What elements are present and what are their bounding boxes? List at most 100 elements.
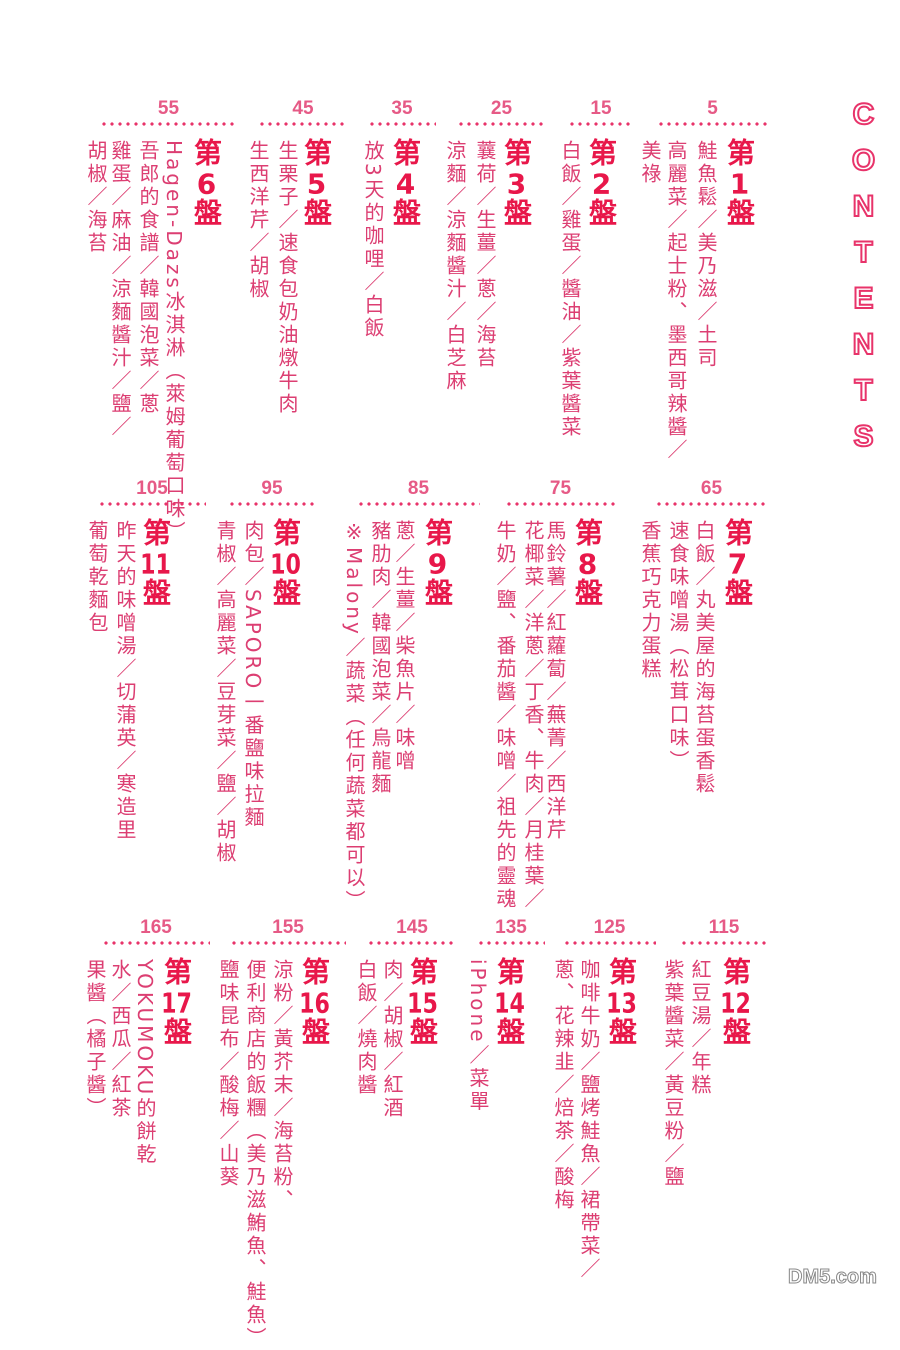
chapter-entry[interactable]: 125 第13盤 咖啡牛奶／鹽烤鮭魚／裙帶菜／ 蔥、花辣韭／焙茶／酸梅: [551, 917, 656, 1297]
ingredient-line: 紫葉醬菜／黃豆粉／鹽: [661, 959, 685, 1189]
chapter-entry[interactable]: 15 第2盤 白飯／雞蛋／醬油／紫葉醬菜: [558, 98, 634, 478]
dotted-divider: [563, 941, 656, 945]
chapter-entry[interactable]: 135 第14盤 iPhone／菜單: [466, 917, 545, 1297]
ingredient-line: iPhone／菜單: [466, 959, 490, 1114]
ingredient-line: 肉／胡椒／紅酒: [380, 959, 404, 1120]
ingredient-line: 馬鈴薯／紅蘿蔔／蕪菁／西洋芹: [543, 520, 567, 842]
ingredient-line: 咖啡牛奶／鹽烤鮭魚／裙帶菜／: [577, 959, 601, 1281]
page-number: 105: [136, 478, 168, 499]
chapter-entry[interactable]: 55 第6盤 Hagen-Dazs冰淇淋（萊姆葡萄口味） 吾郎的食譜／韓國泡菜／蔥 雞蛋…: [84, 98, 237, 544]
chapter-entry[interactable]: 115 第12盤 紅豆湯／年糕 紫葉醬菜／黃豆粉／鹽: [661, 917, 768, 1297]
ingredient-line: Hagen-Dazs冰淇淋（萊姆葡萄口味）: [162, 140, 186, 544]
chapter-title: 第2盤: [585, 138, 618, 230]
ingredient-line: 香蕉巧克力蛋糕: [638, 520, 662, 681]
chapter-title: 第11盤: [139, 518, 172, 610]
ingredient-line: 白飯／燒肉醬: [354, 959, 378, 1097]
ingredient-line: 白飯／丸美屋的海苔蛋香鬆: [692, 520, 716, 796]
dotted-divider: [477, 941, 545, 945]
dotted-divider: [100, 122, 237, 126]
contents-heading: CONTENTS: [846, 97, 881, 467]
page-number: 125: [593, 917, 626, 938]
ingredient-line: 葡萄乾麵包: [85, 520, 109, 635]
dotted-divider: [368, 122, 436, 126]
chapter-title: 第8盤: [571, 518, 604, 610]
dotted-divider: [657, 122, 768, 126]
chapter-entry[interactable]: 35 第4盤 放3天的咖哩／白飯: [361, 98, 436, 478]
chapter-entry[interactable]: 65 第7盤 白飯／丸美屋的海苔蛋香鬆 速食味噌湯（松茸口味） 香蕉巧克力蛋糕: [638, 478, 768, 858]
ingredient-line: 鹽味昆布／酸梅／山葵: [216, 959, 240, 1189]
ingredient-line: 豬肋肉／韓國泡菜／烏龍麵: [368, 520, 392, 796]
chapter-entry[interactable]: 145 第15盤 肉／胡椒／紅酒 白飯／燒肉醬: [354, 917, 457, 1297]
chapter-title: 第17盤: [160, 957, 193, 1049]
page-number: 55: [157, 98, 180, 119]
chapter-title: 第6盤: [190, 138, 223, 230]
ingredient-line: 涼粉／黃芥末／海苔粉、: [270, 959, 294, 1212]
ingredient-line: 果醬（橘子醬）: [83, 959, 107, 1120]
chapter-entry[interactable]: 75 第8盤 馬鈴薯／紅蘿蔔／蕪菁／西洋芹 花椰菜／洋蔥／丁香、牛肉／月桂葉／ 牛奶／鹽…: [493, 478, 616, 911]
ingredient-line: 雞蛋／麻油／涼麵醬汁／鹽／: [108, 140, 132, 439]
chapter-entry[interactable]: 45 第5盤 生栗子／速食包奶油燉牛肉 生西洋芹／胡椒: [246, 98, 348, 478]
ingredient-line: 生栗子／速食包奶油燉牛肉: [275, 140, 299, 416]
ingredient-line: 青椒／高麗菜／豆芽菜／鹽／胡椒: [213, 520, 237, 865]
dotted-divider: [505, 502, 616, 506]
watermark-text: DM5.com: [788, 1266, 878, 1289]
page-number: 5: [707, 98, 718, 119]
watermark-logo: DM5.com: [788, 1266, 878, 1289]
dotted-divider: [98, 502, 206, 506]
chapter-title: 第7盤: [721, 518, 754, 610]
chapter-title: 第10盤: [269, 518, 302, 610]
ingredient-line: 高麗菜／起士粉、墨西哥辣醬／: [664, 140, 688, 462]
chapter-title: 第13盤: [605, 957, 638, 1049]
chapter-entry[interactable]: 95 第10盤 肉包／SAPORO一番鹽味拉麵 青椒／高麗菜／豆芽菜／鹽／胡椒: [213, 478, 316, 865]
dotted-divider: [102, 941, 210, 945]
ingredient-line: 昨天的味噌湯／切蒲英／寒造里: [113, 520, 137, 842]
ingredient-line: 蔥／生薑／柴魚片／味噌: [392, 520, 416, 773]
ingredient-line: 鮭魚鬆／美乃滋／土司: [694, 140, 718, 370]
ingredient-line: 涼麵／涼麵醬汁／白芝麻: [443, 140, 467, 393]
dotted-divider: [367, 941, 457, 945]
ingredient-line: 吾郎的食譜／韓國泡菜／蔥: [136, 140, 160, 416]
dotted-divider: [457, 122, 546, 126]
ingredient-line: 美祿: [638, 140, 662, 186]
chapter-title: 第15盤: [406, 957, 439, 1049]
ingredient-line: 生西洋芹／胡椒: [246, 140, 270, 301]
chapter-entry[interactable]: 155 第16盤 涼粉／黃芥末／海苔粉、 便利商店的飯糰（美乃滋鮪魚、鮭魚） 鹽味昆布／…: [216, 917, 346, 1350]
ingredient-line: 放3天的咖哩／白飯: [361, 140, 385, 340]
chapter-entry[interactable]: 85 第9盤 蔥／生薑／柴魚片／味噌 豬肋肉／韓國泡菜／烏龍麵 ※Malony／蔬菜（任…: [342, 478, 480, 913]
chapter-entry[interactable]: 5 第1盤 鮭魚鬆／美乃滋／土司 高麗菜／起士粉、墨西哥辣醬／ 美祿: [638, 98, 768, 478]
page-number: 25: [490, 98, 513, 119]
page-number: 85: [407, 478, 430, 499]
page-number: 155: [272, 917, 304, 938]
page-number: 65: [700, 478, 723, 499]
page-number: 145: [396, 917, 428, 938]
ingredient-line: YOKUMOKU的餅乾: [133, 959, 157, 1167]
ingredient-line: 牛奶／鹽、番茄醬／味噌／祖先的靈魂: [493, 520, 517, 911]
ingredient-line: 水／西瓜／紅茶: [108, 959, 132, 1120]
dotted-divider: [680, 941, 768, 945]
page-number: 15: [590, 98, 612, 119]
ingredient-line: 蘘荷／生薑／蔥／海苔: [473, 140, 497, 370]
ingredient-line: 白飯／雞蛋／醬油／紫葉醬菜: [558, 140, 582, 439]
ingredient-line: ※Malony／蔬菜（任何蔬菜都可以）: [342, 520, 366, 913]
dotted-divider: [568, 122, 634, 126]
dotted-divider: [655, 502, 768, 506]
chapter-entry[interactable]: 105 第11盤 昨天的味噌湯／切蒲英／寒造里 葡萄乾麵包: [85, 478, 206, 858]
chapter-title: 第14盤: [493, 957, 526, 1049]
page-number: 115: [708, 917, 740, 938]
chapter-entry[interactable]: 25 第3盤 蘘荷／生薑／蔥／海苔 涼麵／涼麵醬汁／白芝麻: [443, 98, 546, 478]
dotted-divider: [357, 502, 480, 506]
dotted-divider: [230, 941, 346, 945]
ingredient-line: 速食味噌湯（松茸口味）: [666, 520, 690, 773]
ingredient-line: 胡椒／海苔: [84, 140, 108, 255]
page-number: 165: [140, 917, 172, 938]
chapter-title: 第16盤: [298, 957, 331, 1049]
chapter-title: 第5盤: [300, 138, 333, 230]
ingredient-line: 蔥、花辣韭／焙茶／酸梅: [551, 959, 575, 1212]
dotted-divider: [228, 502, 316, 506]
chapter-title: 第9盤: [421, 518, 454, 610]
chapter-title: 第12盤: [719, 957, 752, 1049]
chapter-entry[interactable]: 165 第17盤 YOKUMOKU的餅乾 水／西瓜／紅茶 果醬（橘子醬）: [83, 917, 210, 1297]
chapter-title: 第3盤: [500, 138, 533, 230]
page-number: 135: [495, 917, 527, 938]
ingredient-line: 肉包／SAPORO一番鹽味拉麵: [241, 520, 265, 830]
